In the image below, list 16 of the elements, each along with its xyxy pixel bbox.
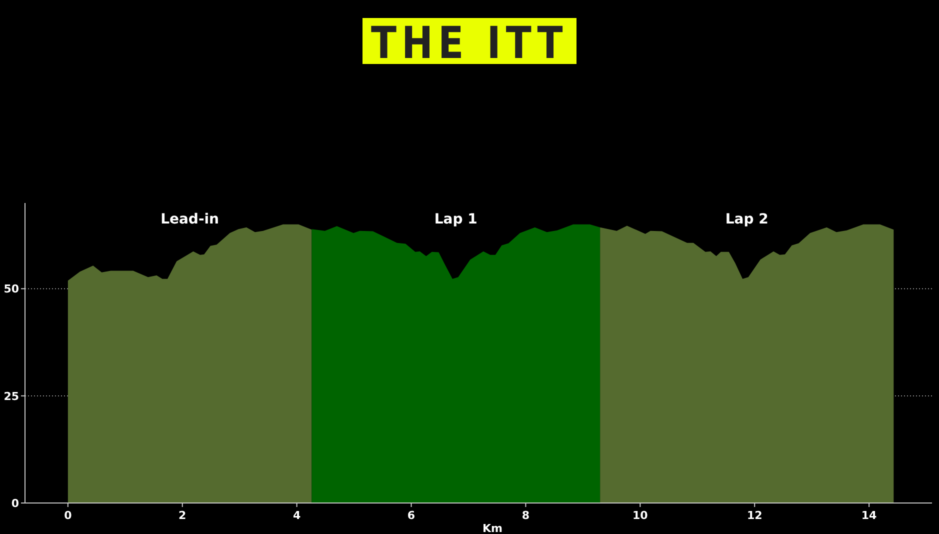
y-tick-label: 0	[11, 497, 20, 510]
series-label: Lap 2	[725, 211, 768, 228]
y-tick-label: 25	[4, 390, 19, 403]
x-tick-label: 8	[522, 509, 530, 522]
y-tick-label: 50	[4, 282, 20, 296]
x-tick-label: 14	[861, 509, 878, 522]
series-label: Lap 1	[434, 211, 478, 228]
x-tick-label: 0	[64, 509, 72, 522]
x-tick-label: 2	[178, 509, 186, 522]
x-axis-title: Km	[482, 522, 502, 534]
series-label: Lead-in	[160, 211, 220, 228]
x-tick-label: 10	[632, 509, 648, 522]
x-tick-label: 6	[407, 509, 416, 522]
chart-title: THE ITT	[371, 17, 568, 69]
x-tick-label: 4	[292, 509, 301, 522]
x-tick-label: 12	[746, 509, 762, 522]
